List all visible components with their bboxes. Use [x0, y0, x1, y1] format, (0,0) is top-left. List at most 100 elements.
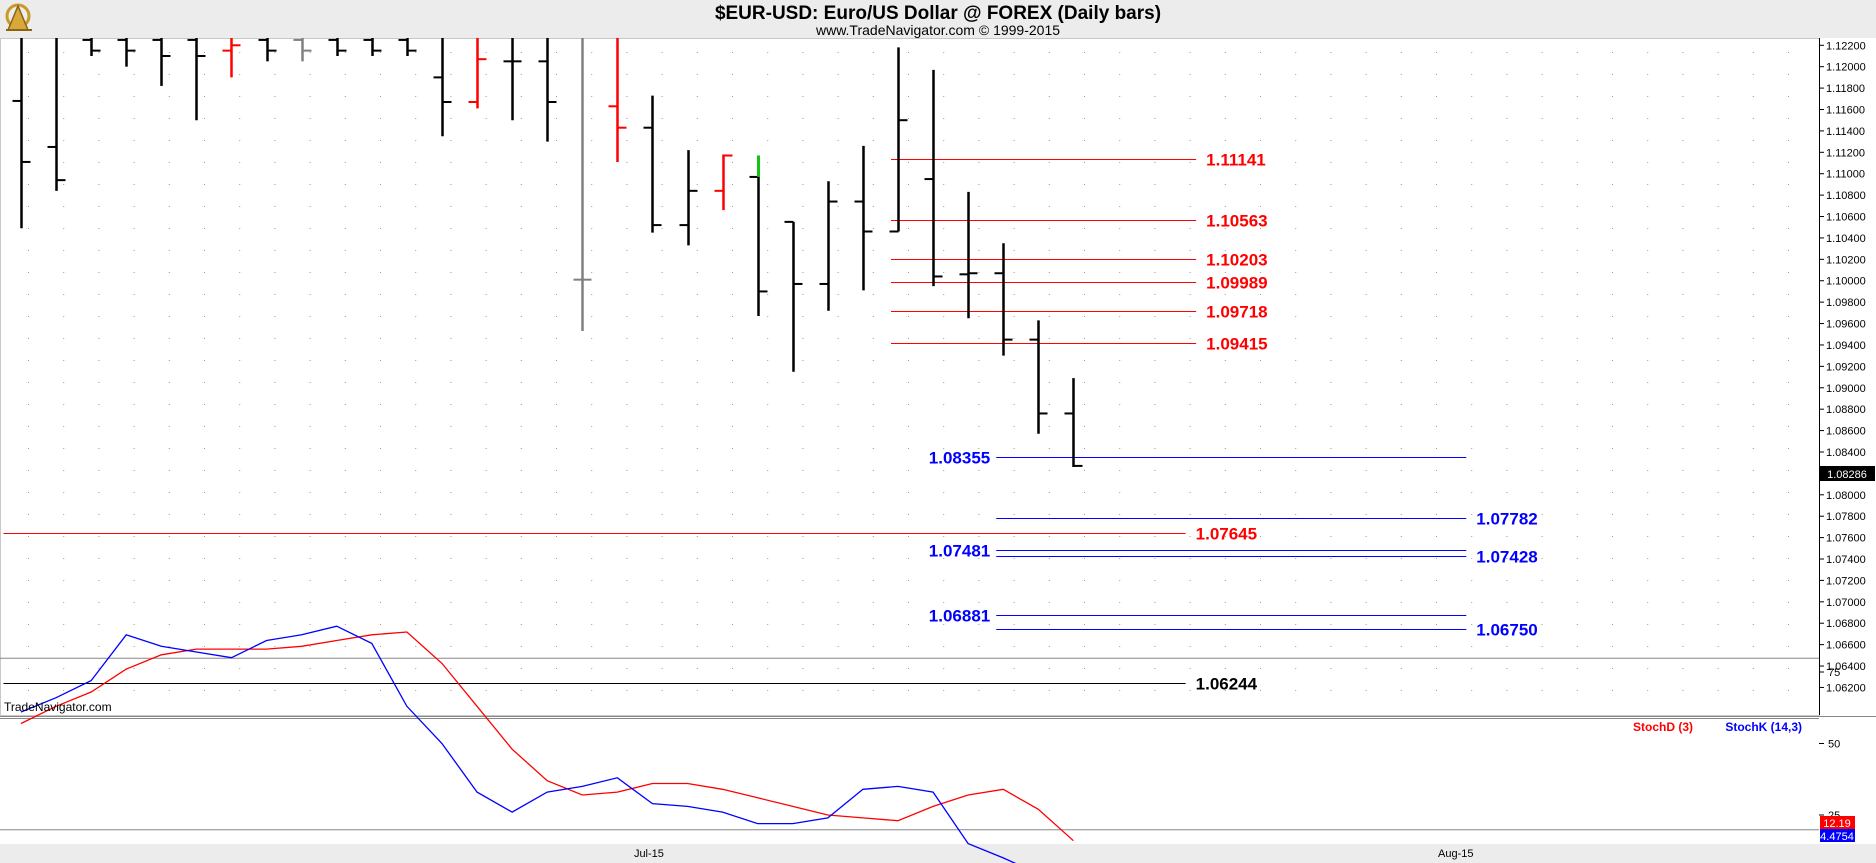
grid-dot [1260, 690, 1261, 691]
grid-dot [1330, 470, 1332, 471]
grid-dot [1752, 492, 1754, 493]
grid-dot [309, 294, 311, 295]
grid-dot [1541, 294, 1543, 295]
grid-dot [344, 74, 346, 75]
grid-dot [591, 250, 593, 251]
grid-dot [732, 228, 733, 229]
grid-dot [626, 426, 628, 427]
grid-dot [1400, 514, 1402, 515]
grid-dot [1189, 536, 1191, 537]
grid-dot [1612, 140, 1613, 141]
grid-dot [802, 316, 804, 317]
grid-dot [1436, 118, 1437, 119]
grid-dot [485, 338, 487, 339]
grid-dot [1752, 118, 1754, 119]
grid-dot [1541, 624, 1543, 625]
grid-dot [239, 206, 241, 207]
grid-dot [696, 316, 698, 317]
stoch-tick-label: 50 [1828, 739, 1840, 751]
grid-dot [943, 162, 945, 163]
grid-dot [1576, 580, 1578, 581]
grid-dot [872, 96, 874, 97]
grid-dot [1506, 162, 1508, 163]
grid-dot [1576, 470, 1578, 471]
grid-dot [908, 118, 909, 119]
grid-dot [133, 646, 135, 647]
grid-dot [309, 140, 311, 141]
grid-dot [732, 96, 733, 97]
grid-dot [239, 316, 241, 317]
grid-dot [415, 448, 417, 449]
grid-dot [1330, 140, 1332, 141]
grid-dot [1119, 492, 1121, 493]
grid-dot [872, 206, 874, 207]
grid-dot [1365, 514, 1367, 515]
grid-dot [133, 514, 135, 515]
grid-dot [309, 602, 311, 603]
grid-dot [661, 118, 663, 119]
plot-frame [0, 38, 1820, 716]
grid-dot [485, 404, 487, 405]
grid-dot [908, 228, 909, 229]
grid-dot [309, 646, 311, 647]
grid-dot [204, 206, 205, 207]
grid-dot [978, 382, 980, 383]
grid-dot [450, 558, 452, 559]
grid-dot [1682, 118, 1684, 119]
date-tick-label: Aug-15 [1438, 848, 1473, 860]
grid-dot [1295, 602, 1297, 603]
grid-dot [1400, 426, 1402, 427]
grid-dot [485, 96, 487, 97]
grid-dot [1013, 96, 1015, 97]
grid-dot [485, 382, 487, 383]
grid-dot [1224, 382, 1226, 383]
grid-dot [239, 426, 241, 427]
grid-dot [943, 602, 945, 603]
grid-dot [1541, 228, 1543, 229]
grid-dot [1400, 624, 1402, 625]
grid-dot [1576, 404, 1578, 405]
grid-dot [1189, 272, 1191, 273]
grid-dot [1647, 470, 1649, 471]
grid-dot [1576, 162, 1578, 163]
grid-dot [520, 580, 522, 581]
grid-dot [1119, 294, 1121, 295]
grid-dot [1752, 646, 1754, 647]
grid-dot [309, 206, 311, 207]
grid-dot [767, 382, 769, 383]
grid-dot [591, 668, 593, 669]
grid-dot [133, 690, 135, 691]
grid-dot [767, 228, 769, 229]
grid-dot [1436, 360, 1437, 361]
grid-dot [485, 360, 487, 361]
grid-dot [1365, 162, 1367, 163]
grid-dot [1682, 96, 1684, 97]
grid-dot [1752, 250, 1754, 251]
grid-dot [837, 426, 839, 427]
grid-dot [28, 360, 29, 361]
grid-dot [1647, 272, 1649, 273]
grid-dot [943, 514, 945, 515]
grid-dot [696, 514, 698, 515]
grid-dot [767, 448, 769, 449]
grid-dot [344, 140, 346, 141]
grid-dot [1260, 668, 1261, 669]
grid-dot [204, 514, 205, 515]
price-tick-label: 1.10200 [1826, 254, 1866, 266]
grid-dot [1189, 96, 1191, 97]
grid-dot [1260, 184, 1261, 185]
grid-dot [872, 580, 874, 581]
grid-dot [1471, 470, 1473, 471]
grid-dot [1647, 624, 1649, 625]
grid-dot [1365, 118, 1367, 119]
grid-dot [415, 162, 417, 163]
grid-dot [1788, 52, 1789, 53]
grid-dot [1541, 140, 1543, 141]
grid-dot [485, 646, 487, 647]
grid-dot [1224, 492, 1226, 493]
grid-dot [1119, 690, 1121, 691]
grid-dot [872, 404, 874, 405]
grid-dot [133, 52, 135, 53]
grid-dot [1506, 294, 1508, 295]
grid-dot [661, 250, 663, 251]
